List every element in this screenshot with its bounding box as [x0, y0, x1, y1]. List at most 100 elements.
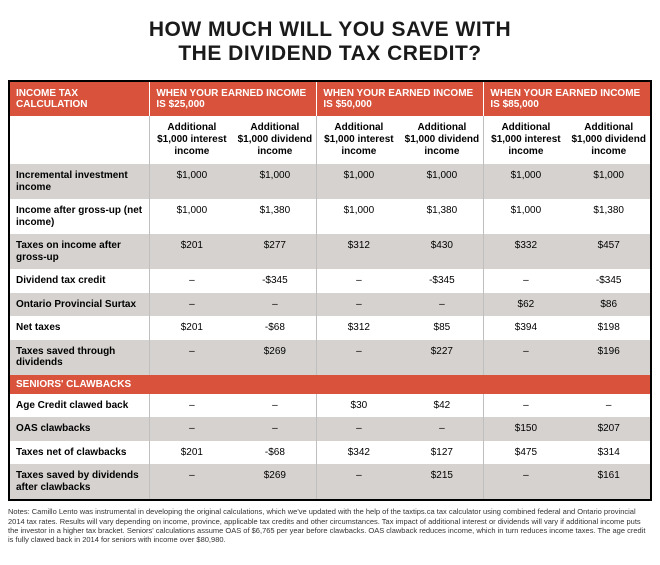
cell-value: –	[484, 464, 568, 500]
cell-value: $312	[317, 316, 401, 340]
table-row: Taxes net of clawbacks$201-$68$342$127$4…	[9, 441, 651, 465]
notes-text: Notes: Camillo Lento was instrumental in…	[8, 507, 652, 545]
cell-value: $127	[400, 441, 484, 465]
subheader-blank	[9, 116, 150, 164]
cell-value: –	[150, 394, 234, 418]
cell-value: $1,000	[233, 164, 317, 199]
page-container: HOW MUCH WILL YOU SAVE WITH THE DIVIDEND…	[0, 0, 660, 553]
cell-value: $30	[317, 394, 401, 418]
page-title: HOW MUCH WILL YOU SAVE WITH THE DIVIDEND…	[8, 18, 652, 66]
cell-value: –	[150, 464, 234, 500]
cell-value: -$68	[233, 441, 317, 465]
row-label: Taxes net of clawbacks	[9, 441, 150, 465]
tax-table: INCOME TAX CALCULATION WHEN YOUR EARNED …	[8, 80, 652, 501]
seniors-section-header: SENIORS' CLAWBACKS	[9, 375, 651, 394]
seniors-rows: Age Credit clawed back––$30$42––OAS claw…	[9, 394, 651, 501]
row-label: Taxes saved through dividends	[9, 340, 150, 375]
cell-value: $1,380	[233, 199, 317, 234]
main-rows: Incremental investment income$1,000$1,00…	[9, 164, 651, 375]
cell-value: –	[150, 293, 234, 317]
cell-value: $277	[233, 234, 317, 269]
cell-value: –	[150, 269, 234, 293]
cell-value: $269	[233, 464, 317, 500]
cell-value: –	[484, 269, 568, 293]
cell-value: $312	[317, 234, 401, 269]
title-line-1: HOW MUCH WILL YOU SAVE WITH	[149, 18, 511, 41]
row-label: OAS clawbacks	[9, 417, 150, 441]
cell-value: $1,000	[317, 164, 401, 199]
row-label: Income after gross-up (net income)	[9, 199, 150, 234]
header-col-50k: WHEN YOUR EARNED INCOME IS $50,000	[317, 81, 484, 116]
header-row: INCOME TAX CALCULATION WHEN YOUR EARNED …	[9, 81, 651, 116]
cell-value: –	[233, 293, 317, 317]
row-label: Ontario Provincial Surtax	[9, 293, 150, 317]
cell-value: $85	[400, 316, 484, 340]
cell-value: $198	[567, 316, 651, 340]
cell-value: $332	[484, 234, 568, 269]
cell-value: –	[233, 394, 317, 418]
table-row: Net taxes$201-$68$312$85$394$198	[9, 316, 651, 340]
cell-value: -$345	[233, 269, 317, 293]
cell-value: –	[317, 269, 401, 293]
cell-value: $1,000	[567, 164, 651, 199]
cell-value: –	[484, 394, 568, 418]
cell-value: $201	[150, 316, 234, 340]
cell-value: $1,000	[150, 199, 234, 234]
table-row: Taxes saved by dividends after clawbacks…	[9, 464, 651, 500]
cell-value: –	[150, 417, 234, 441]
seniors-label: SENIORS' CLAWBACKS	[9, 375, 651, 394]
table-row: Incremental investment income$1,000$1,00…	[9, 164, 651, 199]
cell-value: –	[233, 417, 317, 441]
title-line-2: THE DIVIDEND TAX CREDIT?	[178, 42, 481, 65]
cell-value: –	[317, 293, 401, 317]
subheader-dividend-3: Additional $1,000 dividend income	[567, 116, 651, 164]
table-row: Dividend tax credit–-$345–-$345–-$345	[9, 269, 651, 293]
header-col-0: INCOME TAX CALCULATION	[9, 81, 150, 116]
table-row: Age Credit clawed back––$30$42––	[9, 394, 651, 418]
cell-value: $1,000	[484, 164, 568, 199]
cell-value: –	[567, 394, 651, 418]
cell-value: $215	[400, 464, 484, 500]
cell-value: $269	[233, 340, 317, 375]
cell-value: -$345	[567, 269, 651, 293]
cell-value: $161	[567, 464, 651, 500]
cell-value: –	[317, 340, 401, 375]
cell-value: –	[150, 340, 234, 375]
subheader-interest-1: Additional $1,000 interest income	[150, 116, 234, 164]
cell-value: –	[317, 417, 401, 441]
table-row: OAS clawbacks––––$150$207	[9, 417, 651, 441]
cell-value: $227	[400, 340, 484, 375]
table-row: Taxes saved through dividends–$269–$227–…	[9, 340, 651, 375]
cell-value: -$345	[400, 269, 484, 293]
cell-value: $1,380	[567, 199, 651, 234]
cell-value: -$68	[233, 316, 317, 340]
cell-value: $42	[400, 394, 484, 418]
subheader-dividend-2: Additional $1,000 dividend income	[400, 116, 484, 164]
cell-value: –	[484, 340, 568, 375]
subheader-interest-2: Additional $1,000 interest income	[317, 116, 401, 164]
row-label: Age Credit clawed back	[9, 394, 150, 418]
subheader-interest-3: Additional $1,000 interest income	[484, 116, 568, 164]
row-label: Incremental investment income	[9, 164, 150, 199]
cell-value: $150	[484, 417, 568, 441]
cell-value: $62	[484, 293, 568, 317]
cell-value: $1,000	[150, 164, 234, 199]
row-label: Taxes on income after gross-up	[9, 234, 150, 269]
cell-value: $1,000	[484, 199, 568, 234]
row-label: Dividend tax credit	[9, 269, 150, 293]
cell-value: $457	[567, 234, 651, 269]
table-row: Taxes on income after gross-up$201$277$3…	[9, 234, 651, 269]
cell-value: $201	[150, 234, 234, 269]
table-row: Ontario Provincial Surtax––––$62$86	[9, 293, 651, 317]
cell-value: $86	[567, 293, 651, 317]
row-label: Taxes saved by dividends after clawbacks	[9, 464, 150, 500]
cell-value: $314	[567, 441, 651, 465]
cell-value: $207	[567, 417, 651, 441]
header-col-85k: WHEN YOUR EARNED INCOME IS $85,000	[484, 81, 651, 116]
cell-value: $342	[317, 441, 401, 465]
table-row: Income after gross-up (net income)$1,000…	[9, 199, 651, 234]
cell-value: –	[317, 464, 401, 500]
cell-value: $1,000	[317, 199, 401, 234]
cell-value: $430	[400, 234, 484, 269]
cell-value: $394	[484, 316, 568, 340]
